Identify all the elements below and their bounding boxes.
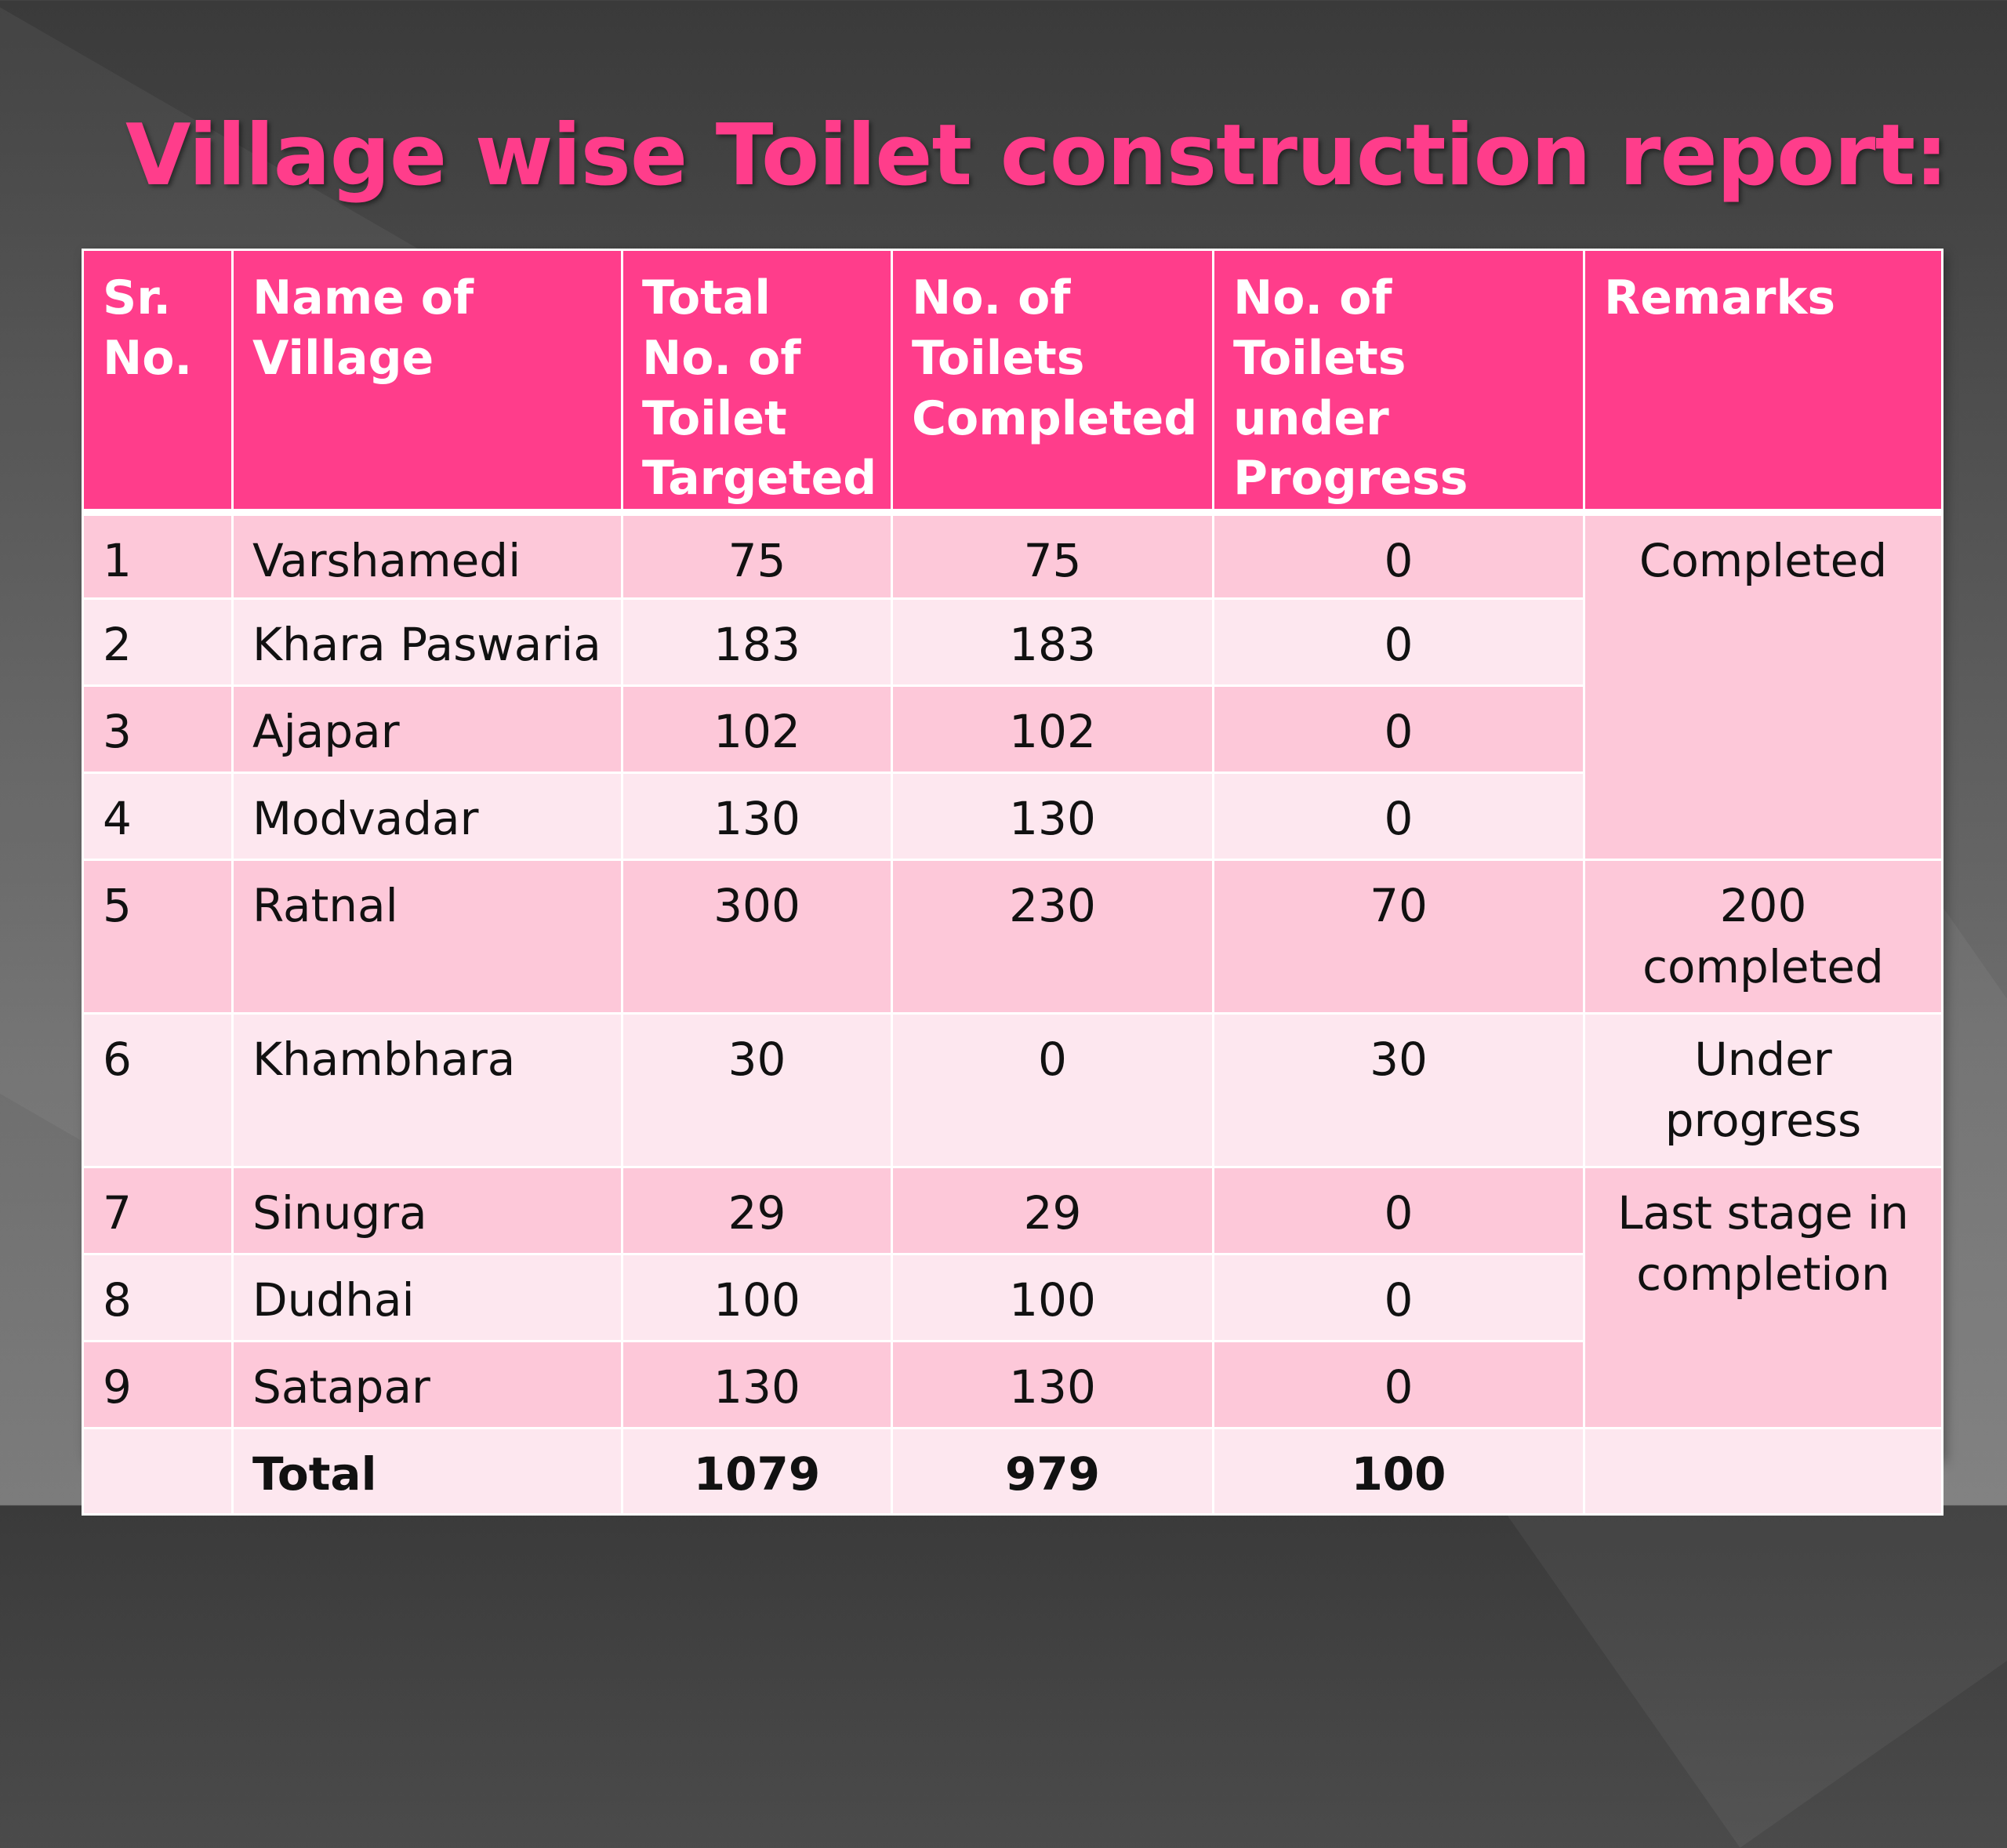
under-progress-cell: 70 (1212, 859, 1585, 1015)
header-completed: No. of Toilets Completed (891, 248, 1214, 517)
sr-cell: 6 (82, 1012, 234, 1169)
sr-cell: 8 (82, 1253, 234, 1343)
sr-cell: 9 (82, 1340, 234, 1430)
village-cell: Sinugra (231, 1166, 623, 1256)
completed-cell: 100 (891, 1253, 1214, 1343)
targeted-cell: 102 (621, 684, 893, 775)
table-row: 1 Varshamedi 75 75 0 Completed (82, 511, 1943, 862)
header-village: Name of Village (231, 248, 623, 517)
completed-cell: 102 (891, 684, 1214, 775)
completed-cell: 230 (891, 859, 1214, 1015)
total-completed: 979 (891, 1427, 1214, 1516)
completed-cell: 29 (891, 1166, 1214, 1256)
village-cell: Khambhara (231, 1012, 623, 1169)
total-under-progress: 100 (1212, 1427, 1585, 1516)
village-cell: Satapar (231, 1340, 623, 1430)
table-row: 3 Ajapar 102 102 0 (82, 684, 1943, 775)
header-remarks: Remarks (1583, 248, 1943, 517)
village-cell: Ratnal (231, 859, 623, 1015)
village-cell: Modvadar (231, 772, 623, 862)
table-total-row: Total 1079 979 100 (82, 1427, 1943, 1516)
table-row: 4 Modvadar 130 130 0 (82, 772, 1943, 862)
total-label: Total (231, 1427, 623, 1516)
table-row: 6 Khambhara 30 0 30 Under progress (82, 1012, 1943, 1169)
under-progress-cell: 0 (1212, 1340, 1585, 1430)
total-sr-cell (82, 1427, 234, 1516)
table-row: 7 Sinugra 29 29 0 Last stage in completi… (82, 1166, 1943, 1430)
village-cell: Ajapar (231, 684, 623, 775)
under-progress-cell: 30 (1212, 1012, 1585, 1169)
table-row: 2 Khara Paswaria 183 183 0 (82, 597, 1943, 688)
targeted-cell: 183 (621, 597, 893, 688)
sr-cell: 2 (82, 597, 234, 688)
targeted-cell: 130 (621, 1340, 893, 1430)
header-under-progress: No. of Toilets under Progress (1212, 248, 1585, 517)
report-table: Sr. No. Name of Village Total No. of Toi… (82, 248, 1943, 1516)
remarks-cell-completed: Completed (1583, 511, 1943, 862)
village-cell: Dudhai (231, 1253, 623, 1343)
completed-cell: 75 (891, 511, 1214, 601)
under-progress-cell: 0 (1212, 597, 1585, 688)
completed-cell: 0 (891, 1012, 1214, 1169)
total-targeted: 1079 (621, 1427, 893, 1516)
under-progress-cell: 0 (1212, 772, 1585, 862)
remarks-cell-partial: 200 completed (1583, 859, 1943, 1015)
table-row: 8 Dudhai 100 100 0 (82, 1253, 1943, 1343)
remarks-cell-under-progress: Under progress (1583, 1012, 1943, 1169)
village-cell: Khara Paswaria (231, 597, 623, 688)
completed-cell: 183 (891, 597, 1214, 688)
sr-cell: 7 (82, 1166, 234, 1256)
table-row: 5 Ratnal 300 230 70 200 completed (82, 859, 1943, 1015)
under-progress-cell: 0 (1212, 684, 1585, 775)
under-progress-cell: 0 (1212, 1166, 1585, 1256)
targeted-cell: 300 (621, 859, 893, 1015)
targeted-cell: 75 (621, 511, 893, 601)
targeted-cell: 30 (621, 1012, 893, 1169)
sr-cell: 4 (82, 772, 234, 862)
sr-cell: 3 (82, 684, 234, 775)
completed-cell: 130 (891, 1340, 1214, 1430)
report-table-container: Sr. No. Name of Village Total No. of Toi… (82, 248, 1943, 1516)
slide-title: Village wise Toilet construction report: (125, 107, 1948, 205)
header-sr-no: Sr. No. (82, 248, 234, 517)
table-row: 9 Satapar 130 130 0 (82, 1340, 1943, 1430)
under-progress-cell: 0 (1212, 1253, 1585, 1343)
table-header-row: Sr. No. Name of Village Total No. of Toi… (82, 248, 1943, 517)
under-progress-cell: 0 (1212, 511, 1585, 601)
header-targeted: Total No. of Toilet Targeted (621, 248, 893, 517)
completed-cell: 130 (891, 772, 1214, 862)
targeted-cell: 29 (621, 1166, 893, 1256)
targeted-cell: 100 (621, 1253, 893, 1343)
sr-cell: 1 (82, 511, 234, 601)
targeted-cell: 130 (621, 772, 893, 862)
total-remarks-cell (1583, 1427, 1943, 1516)
village-cell: Varshamedi (231, 511, 623, 601)
sr-cell: 5 (82, 859, 234, 1015)
remarks-cell-last-stage: Last stage in completion (1583, 1166, 1943, 1430)
